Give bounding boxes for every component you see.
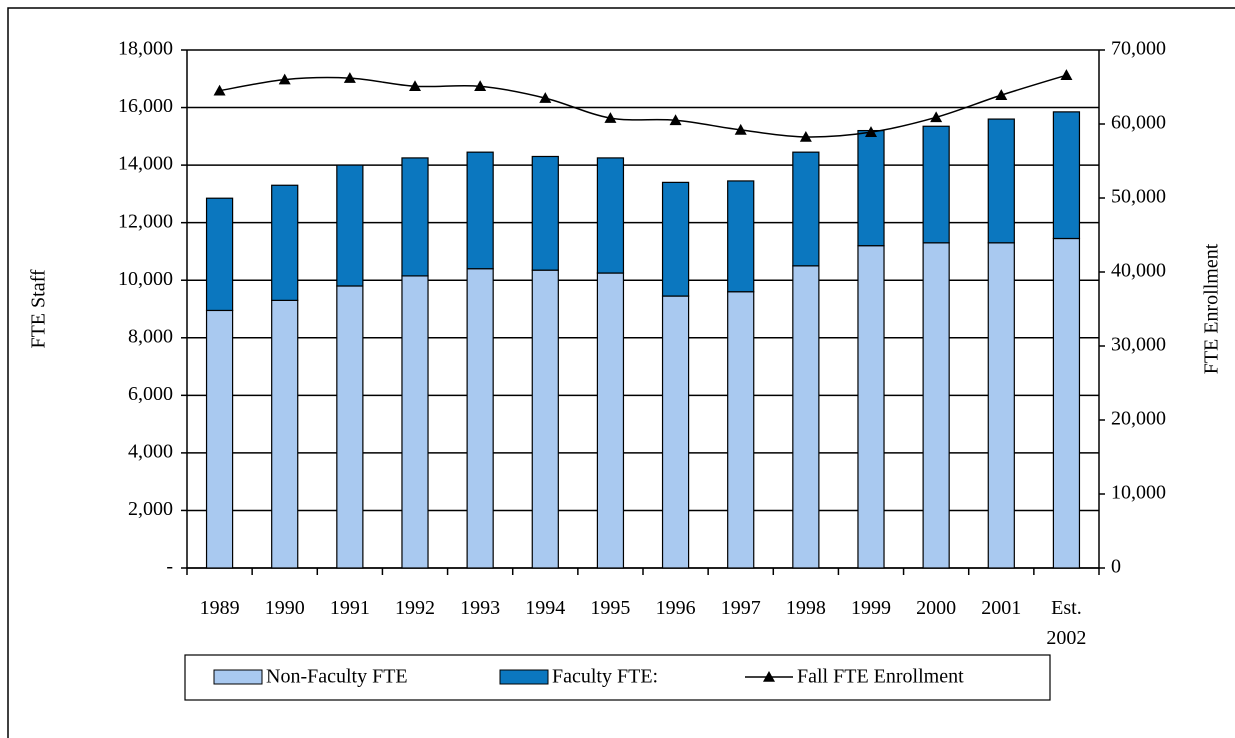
bar xyxy=(1052,237,1081,569)
bar xyxy=(271,184,299,301)
x-tick-label: 1999 xyxy=(851,597,891,619)
marker xyxy=(865,126,877,137)
bar xyxy=(466,151,494,270)
x-tick-label: 1989 xyxy=(199,597,240,619)
x-tick-label: 1993 xyxy=(460,597,501,619)
y-tick-label: - xyxy=(166,556,173,578)
y2-tick-label: 10,000 xyxy=(1111,482,1166,504)
x-tick-label: 1998 xyxy=(785,597,826,619)
y-tick-label: 12,000 xyxy=(118,210,173,232)
bar xyxy=(1052,111,1081,240)
legend-label: Non-Faculty FTE xyxy=(266,666,408,688)
bar xyxy=(466,268,494,569)
bar xyxy=(922,242,950,569)
x-tick-label: 1992 xyxy=(395,597,435,619)
y-tick-label: 18,000 xyxy=(118,38,173,60)
x-tick-label: 1991 xyxy=(329,597,370,619)
marker xyxy=(213,84,226,96)
bar xyxy=(401,157,429,277)
y-tick-label: 16,000 xyxy=(118,95,173,117)
bar xyxy=(857,129,885,247)
legend-label: Fall FTE Enrollment xyxy=(797,666,964,688)
y-tick-label: 2,000 xyxy=(128,498,173,520)
y-tick-label: 6,000 xyxy=(128,383,173,405)
bar xyxy=(336,164,364,287)
y-tick-label: 4,000 xyxy=(128,440,173,462)
y2-axis-label: FTE Enrollment xyxy=(1201,243,1223,374)
y2-tick-label: 50,000 xyxy=(1111,186,1166,208)
line xyxy=(219,74,1067,138)
y2-tick-label: 70,000 xyxy=(1111,38,1166,60)
marker xyxy=(734,123,747,135)
x-tick-label: 1994 xyxy=(525,597,566,619)
y-tick-label: 10,000 xyxy=(118,268,173,290)
bar xyxy=(531,269,559,569)
x-tick-label: 2001 xyxy=(981,597,1022,619)
y-axis-label: FTE Staff xyxy=(28,269,50,348)
y2-tick-label: 30,000 xyxy=(1111,334,1166,356)
legend-swatch xyxy=(499,669,549,685)
marker xyxy=(474,80,487,92)
bar xyxy=(336,285,364,569)
y2-tick-label: 60,000 xyxy=(1111,112,1166,134)
y-tick-label: 8,000 xyxy=(128,325,173,347)
bar xyxy=(987,118,1015,244)
x-tick-label: Est. 2002 xyxy=(1046,597,1087,649)
bar xyxy=(531,155,559,271)
marker xyxy=(278,73,291,85)
bar xyxy=(857,245,885,569)
x-tick-label: 1995 xyxy=(590,597,631,619)
bar xyxy=(987,242,1015,569)
y2-tick-label: 40,000 xyxy=(1111,260,1166,282)
bar xyxy=(596,272,625,569)
x-tick-label: 1996 xyxy=(655,597,696,619)
bar xyxy=(792,265,820,569)
bar xyxy=(922,125,950,244)
marker xyxy=(669,114,682,126)
bar xyxy=(792,151,820,267)
legend-label: Faculty FTE: xyxy=(552,666,658,688)
frame xyxy=(7,7,1235,738)
marker xyxy=(799,130,812,142)
legend-marker xyxy=(763,671,775,682)
bar xyxy=(727,180,755,293)
marker xyxy=(930,111,943,123)
bar xyxy=(661,295,690,569)
bar xyxy=(205,197,234,312)
bar xyxy=(401,275,429,569)
y-tick-label: 14,000 xyxy=(118,153,173,175)
x-tick-label: 1990 xyxy=(264,597,305,619)
x-tick-label: 2000 xyxy=(916,597,957,619)
y2-tick-label: 0 xyxy=(1111,556,1121,578)
marker xyxy=(995,89,1008,100)
bar xyxy=(205,309,234,569)
legend-box xyxy=(184,654,1051,701)
marker xyxy=(1060,69,1073,80)
bar xyxy=(727,291,755,569)
marker xyxy=(539,92,552,103)
marker xyxy=(409,80,421,92)
marker xyxy=(604,112,617,123)
bar xyxy=(271,299,299,569)
bar xyxy=(596,157,625,274)
marker xyxy=(343,72,356,83)
legend-swatch xyxy=(213,669,263,685)
y2-tick-label: 20,000 xyxy=(1111,408,1166,430)
bar xyxy=(661,181,690,297)
x-tick-label: 1997 xyxy=(720,597,761,619)
